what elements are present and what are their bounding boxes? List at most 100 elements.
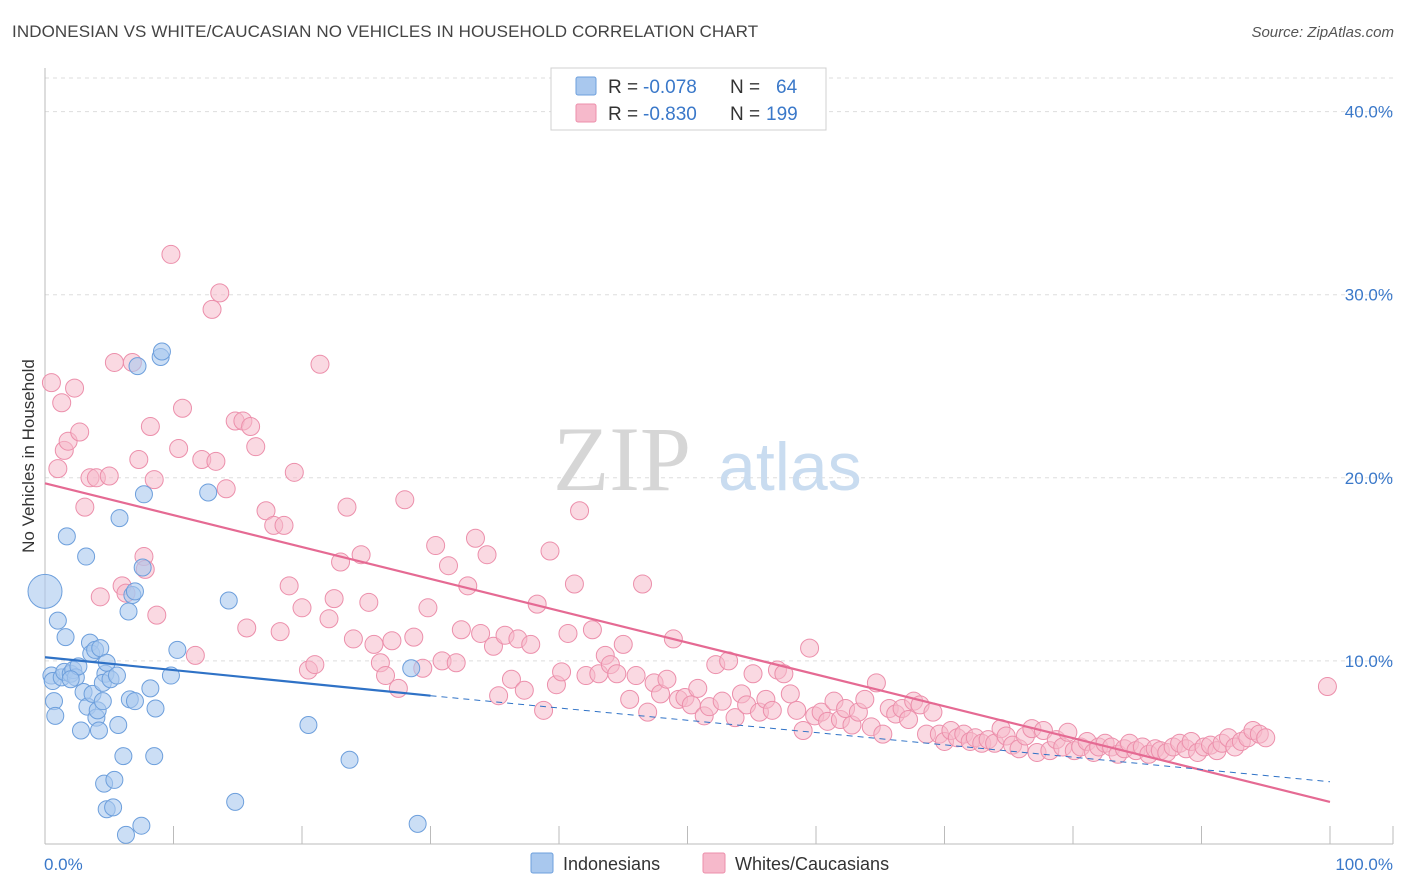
axes [44, 68, 1394, 845]
y-tick-labels: 10.0% 20.0% 30.0% 40.0% [1345, 103, 1393, 671]
white-point [274, 515, 294, 535]
x-tick-label-start: 0.0% [44, 855, 83, 874]
y-tick-label: 30.0% [1345, 286, 1393, 305]
white-point [404, 627, 424, 647]
indonesian-point [105, 770, 124, 789]
indonesian-point [89, 721, 108, 740]
white-point [725, 708, 745, 728]
white-point [743, 664, 763, 684]
white-point [270, 622, 290, 642]
white-point [514, 680, 534, 700]
white-point [1317, 677, 1337, 697]
white-point [104, 352, 124, 372]
watermark-zip: ZIP [553, 408, 691, 510]
indonesian-point [61, 670, 80, 689]
legend-n-label-2: N = [730, 104, 760, 125]
series-legend-label-indonesian: Indonesians [563, 854, 660, 874]
white-point [418, 598, 438, 618]
series-legend-swatch-white [702, 852, 726, 874]
white-point [638, 702, 658, 722]
white-point [855, 689, 875, 709]
white-point [364, 634, 384, 654]
white-point [780, 684, 800, 704]
indonesian-point [199, 483, 218, 502]
indonesian-point [77, 547, 96, 566]
indonesian-point [107, 666, 126, 685]
white-point [388, 678, 408, 698]
legend-swatch-indonesian [575, 76, 597, 96]
indonesian-point [145, 747, 164, 766]
white-point [613, 634, 633, 654]
white-point [319, 609, 339, 629]
white-point [376, 666, 396, 686]
white-caucasian-points [41, 244, 1337, 764]
legend-r-value-1: -0.078 [643, 77, 697, 98]
indonesian-point [128, 357, 147, 376]
indonesian-point [226, 792, 245, 811]
white-point [626, 666, 646, 686]
series-legend: Indonesians Whites/Caucasians [530, 852, 889, 874]
white-point [161, 244, 181, 264]
white-point [552, 662, 572, 682]
white-point [477, 545, 497, 565]
white-point [465, 528, 485, 548]
source-label: Source: ZipAtlas.com [1251, 24, 1394, 41]
watermark-atlas: atlas [718, 429, 862, 505]
white-point [147, 605, 167, 625]
legend-r-value-2: -0.830 [643, 104, 697, 125]
indonesian-point [71, 721, 90, 740]
white-point [241, 417, 261, 437]
white-point [202, 299, 222, 319]
white-point [446, 653, 466, 673]
x-tick-label-end: 100.0% [1335, 855, 1393, 874]
white-point [657, 669, 677, 689]
indonesian-point [134, 485, 153, 504]
white-point [324, 589, 344, 609]
white-point [688, 678, 708, 698]
white-point [471, 623, 491, 643]
white-point [395, 490, 415, 510]
white-point [521, 634, 541, 654]
white-point [246, 437, 266, 457]
white-point [48, 459, 68, 479]
white-point [65, 378, 85, 398]
white-point [279, 576, 299, 596]
x-tick-labels: 0.0% 100.0% [44, 855, 1393, 874]
white-point [438, 556, 458, 576]
indonesian-point [27, 573, 63, 609]
white-point [426, 536, 446, 556]
white-point [172, 398, 192, 418]
white-point [351, 545, 371, 565]
indonesian-point [152, 342, 171, 361]
white-point [570, 501, 590, 521]
indonesian-point [168, 640, 187, 659]
indonesian-point [46, 706, 65, 725]
white-point [90, 587, 110, 607]
white-point [489, 686, 509, 706]
white-point [534, 700, 554, 720]
white-point [284, 462, 304, 482]
indonesian-point [219, 591, 238, 610]
indonesian-point [56, 628, 75, 647]
white-point [762, 700, 782, 720]
indonesian-point [109, 715, 128, 734]
white-point [305, 655, 325, 675]
white-point [873, 724, 893, 744]
y-tick-label: 40.0% [1345, 103, 1393, 122]
indonesian-point [104, 798, 123, 817]
chart-title: INDONESIAN VS WHITE/CAUCASIAN NO VEHICLE… [12, 22, 759, 41]
legend-r-label-1: R = [608, 77, 638, 98]
white-point [169, 439, 189, 459]
indonesian-point [408, 814, 427, 833]
watermark: ZIP atlas [553, 408, 862, 510]
white-point [99, 466, 119, 486]
indonesian-point [141, 679, 160, 698]
white-point [140, 417, 160, 437]
white-point [343, 629, 363, 649]
white-point [483, 636, 503, 656]
white-point [607, 664, 627, 684]
indonesian-point [125, 582, 144, 601]
white-point [540, 541, 560, 561]
white-point [144, 470, 164, 490]
